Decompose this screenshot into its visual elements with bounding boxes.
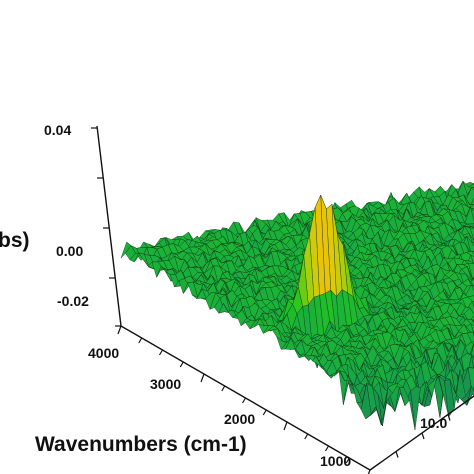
surface-cell <box>365 406 376 420</box>
z-axis-title-fragment: bs) <box>0 229 30 252</box>
x-tick-mark <box>324 445 330 452</box>
y-tick-mark <box>395 451 399 458</box>
y-tick-mark <box>421 432 425 440</box>
x-tick-mark <box>367 469 371 474</box>
y-tick-10.0: 10.0 <box>420 415 447 431</box>
x-tick-mark <box>241 397 247 404</box>
x-tick-mark <box>283 421 288 431</box>
x-tick-mark <box>262 409 267 416</box>
x-tick-mark <box>345 457 350 464</box>
x-tick-2000: 2000 <box>224 411 255 427</box>
y-tick-mark <box>447 414 451 421</box>
z-tick-neg0.02: -0.02 <box>57 293 89 309</box>
x-tick-mark <box>179 361 184 368</box>
x-tick-mark <box>158 349 164 356</box>
x-tick-mark <box>304 433 309 440</box>
z-tick-0.04: 0.04 <box>44 122 71 138</box>
x-tick-3000: 3000 <box>150 376 181 392</box>
x-tick-mark <box>138 337 143 344</box>
z-axis-line <box>96 125 122 327</box>
x-tick-1000: 1000 <box>320 453 351 469</box>
x-tick-mark <box>117 325 122 335</box>
x-axis-title: Wavenumbers (cm-1) <box>35 433 247 456</box>
surface-mesh <box>120 180 474 430</box>
x-tick-4000: 4000 <box>88 345 119 361</box>
z-tick-0.00: 0.00 <box>56 243 83 259</box>
x-tick-mark <box>221 385 226 392</box>
tick-marks <box>91 127 474 474</box>
surface-cell <box>470 225 474 228</box>
x-tick-mark <box>200 373 205 383</box>
